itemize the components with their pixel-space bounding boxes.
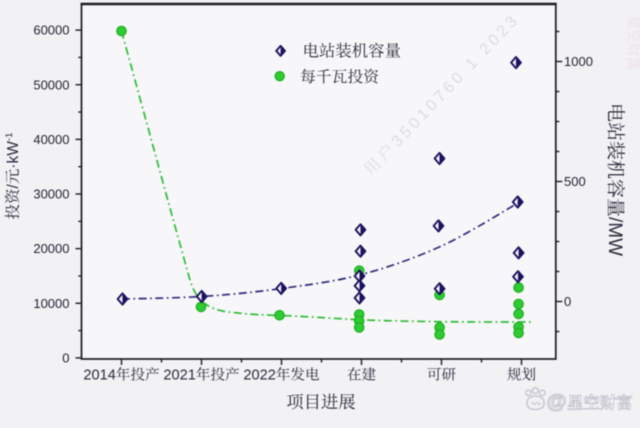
svg-text:/MW: /MW (604, 217, 625, 256)
svg-text:0: 0 (564, 294, 571, 309)
svg-text:0: 0 (62, 351, 69, 366)
svg-text:500: 500 (564, 174, 586, 189)
svg-text:@: @ (547, 390, 567, 413)
svg-text:60000: 60000 (33, 23, 69, 38)
svg-text:30000: 30000 (33, 187, 69, 202)
svg-text:2022: 2022 (243, 368, 275, 384)
svg-text:50000: 50000 (33, 77, 69, 92)
svg-text:1000: 1000 (564, 54, 593, 69)
svg-text:2021: 2021 (163, 368, 195, 384)
svg-text:/: / (5, 184, 22, 189)
svg-text:40000: 40000 (33, 132, 69, 147)
svg-text:20000: 20000 (33, 241, 69, 256)
svg-text:·kW: ·kW (5, 141, 22, 169)
svg-text:10000: 10000 (33, 296, 69, 311)
svg-text:-1: -1 (4, 133, 15, 142)
svg-text:2014: 2014 (83, 368, 115, 384)
svg-text:星空财富: 星空财富 (626, 16, 640, 70)
